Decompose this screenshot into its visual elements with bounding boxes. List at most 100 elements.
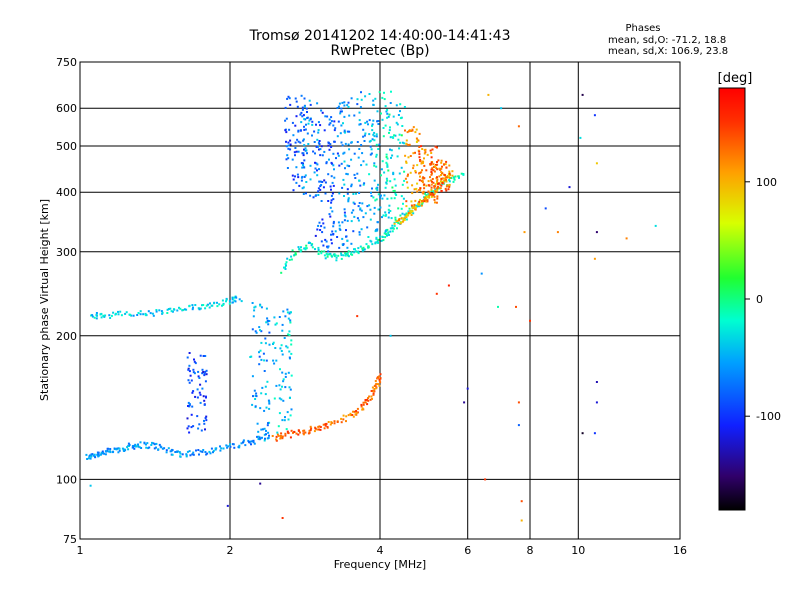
data-point bbox=[350, 141, 353, 144]
data-point bbox=[259, 437, 262, 440]
data-point bbox=[353, 114, 356, 117]
data-point bbox=[385, 153, 388, 156]
data-point bbox=[290, 311, 292, 314]
data-point bbox=[290, 429, 293, 432]
data-point bbox=[383, 232, 386, 235]
data-point bbox=[381, 216, 383, 219]
data-point bbox=[333, 176, 336, 179]
data-point bbox=[405, 161, 408, 164]
data-point bbox=[333, 140, 336, 143]
data-point bbox=[163, 447, 166, 450]
data-point bbox=[332, 164, 335, 167]
data-point bbox=[200, 429, 203, 432]
data-point bbox=[309, 103, 312, 106]
data-point bbox=[99, 313, 102, 316]
data-point bbox=[319, 185, 322, 188]
data-point bbox=[301, 175, 304, 178]
data-point bbox=[332, 233, 335, 236]
data-point bbox=[448, 180, 451, 183]
data-point bbox=[375, 236, 378, 239]
data-point bbox=[304, 174, 307, 177]
data-point bbox=[384, 124, 387, 127]
data-point bbox=[372, 104, 375, 106]
data-point bbox=[374, 230, 377, 233]
data-point bbox=[418, 146, 421, 148]
data-point bbox=[259, 329, 261, 332]
data-point bbox=[233, 296, 235, 299]
data-point bbox=[192, 368, 195, 371]
data-point bbox=[208, 450, 211, 453]
data-point bbox=[337, 105, 340, 108]
data-point bbox=[348, 130, 351, 133]
data-point bbox=[289, 148, 292, 151]
stats-o-mode: mean, sd,O: -71.2, 18.8 bbox=[608, 35, 726, 46]
data-point bbox=[354, 413, 357, 416]
data-point bbox=[286, 411, 289, 414]
data-point bbox=[300, 179, 303, 182]
data-point bbox=[401, 212, 404, 215]
data-point bbox=[430, 188, 433, 191]
data-point bbox=[430, 156, 433, 159]
data-point bbox=[434, 183, 437, 186]
data-point bbox=[343, 208, 346, 211]
data-point bbox=[327, 421, 330, 423]
data-point bbox=[347, 255, 350, 258]
data-point bbox=[265, 359, 268, 362]
data-point bbox=[416, 190, 419, 193]
data-point bbox=[183, 308, 186, 311]
data-point bbox=[305, 192, 307, 195]
colorbar-tick-label: 0 bbox=[756, 293, 763, 306]
data-point bbox=[379, 373, 382, 376]
data-point bbox=[381, 118, 384, 121]
data-point bbox=[280, 271, 283, 274]
data-point bbox=[287, 144, 290, 147]
data-point bbox=[251, 440, 254, 443]
data-point bbox=[275, 322, 278, 325]
data-point bbox=[368, 140, 371, 143]
data-point bbox=[260, 358, 263, 361]
data-point bbox=[405, 205, 408, 208]
data-point bbox=[421, 181, 424, 184]
data-point bbox=[204, 417, 207, 419]
data-point bbox=[259, 349, 262, 352]
data-point bbox=[372, 390, 375, 393]
data-point bbox=[167, 447, 170, 450]
data-point bbox=[314, 152, 316, 155]
data-point bbox=[291, 174, 294, 177]
data-point bbox=[384, 105, 387, 108]
data-point bbox=[369, 398, 372, 401]
data-point bbox=[375, 155, 378, 158]
data-point bbox=[418, 150, 421, 153]
data-point bbox=[317, 129, 320, 132]
data-point bbox=[319, 154, 322, 157]
data-point bbox=[263, 409, 266, 412]
data-point bbox=[313, 430, 316, 433]
data-point bbox=[280, 398, 283, 401]
data-point bbox=[333, 422, 336, 425]
data-point bbox=[290, 408, 293, 411]
data-point bbox=[435, 292, 438, 295]
data-point bbox=[325, 422, 328, 425]
data-point bbox=[129, 313, 132, 316]
data-point bbox=[418, 203, 421, 206]
data-point bbox=[317, 425, 320, 428]
data-point bbox=[305, 107, 308, 110]
data-point bbox=[228, 300, 231, 302]
data-point bbox=[358, 119, 361, 122]
data-point bbox=[441, 165, 443, 168]
data-point bbox=[343, 183, 346, 186]
data-point bbox=[401, 183, 404, 186]
data-point bbox=[385, 182, 388, 185]
data-point bbox=[386, 116, 389, 119]
data-point bbox=[272, 343, 274, 345]
data-point bbox=[376, 110, 379, 113]
data-point bbox=[285, 261, 288, 264]
data-point bbox=[407, 173, 409, 176]
data-point bbox=[350, 183, 353, 186]
data-point bbox=[411, 128, 414, 131]
data-point bbox=[109, 448, 112, 450]
data-point bbox=[416, 182, 419, 185]
data-point bbox=[372, 99, 375, 102]
data-point bbox=[116, 447, 119, 450]
data-point bbox=[434, 188, 437, 191]
